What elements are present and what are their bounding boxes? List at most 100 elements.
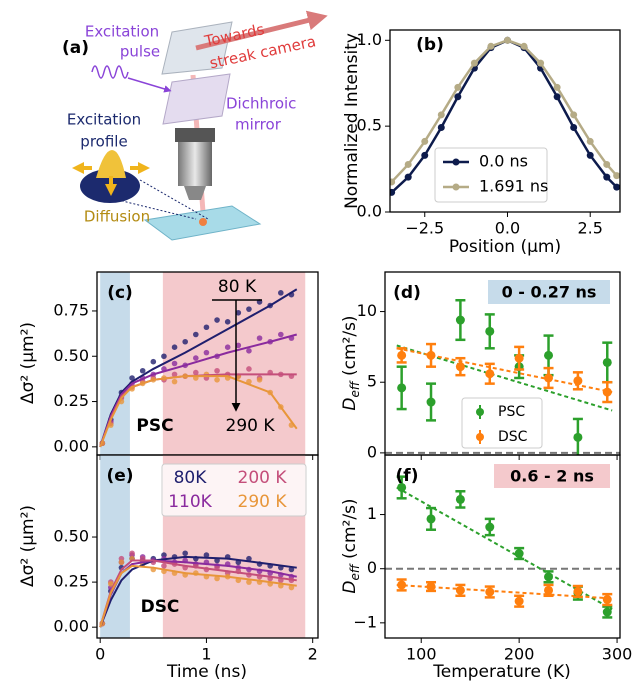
point xyxy=(570,124,578,132)
plot-area xyxy=(385,299,620,455)
y-tick-label: 0.75 xyxy=(53,300,89,319)
schematic: (a) Excitation pulse Towards streak came… xyxy=(62,10,328,241)
point xyxy=(171,378,178,385)
annotation: 290 K xyxy=(226,416,276,436)
point xyxy=(397,580,407,590)
point xyxy=(129,550,135,557)
panel-label: (e) xyxy=(106,466,133,486)
point xyxy=(256,335,263,341)
point xyxy=(246,306,252,312)
point xyxy=(161,353,167,360)
point xyxy=(603,160,611,168)
point xyxy=(193,355,199,361)
x-tick-label: 2.5 xyxy=(577,219,602,238)
point xyxy=(613,172,620,180)
point xyxy=(602,595,612,605)
point xyxy=(397,350,407,360)
point xyxy=(485,326,495,336)
annotation: Dichhroic xyxy=(226,95,296,113)
panel: 0.00 0.25 0.50 0.75 (c) Δσ² (µm²) 80 K 290 K PSC xyxy=(18,271,319,460)
plot-area xyxy=(385,475,620,619)
point xyxy=(397,383,407,393)
point xyxy=(520,42,528,50)
point xyxy=(256,377,263,383)
panel: 0 5 10 (d) Deff (cm²/s) 0 - 0.27 ns PSC DSC xyxy=(340,271,621,461)
legend-label: DSC xyxy=(498,429,528,445)
point xyxy=(171,344,178,350)
point xyxy=(203,349,210,356)
y-tick-label: 0.0 xyxy=(357,202,382,221)
legend-label: 200 K xyxy=(238,468,288,488)
point xyxy=(454,83,462,91)
point xyxy=(602,607,612,617)
point xyxy=(570,111,578,119)
point xyxy=(573,586,583,596)
point xyxy=(602,357,612,367)
point xyxy=(514,596,524,606)
point xyxy=(613,183,620,191)
point xyxy=(603,173,611,181)
annotation: 80 K xyxy=(218,277,257,297)
point xyxy=(485,587,495,597)
plot-area xyxy=(99,272,306,455)
point xyxy=(203,324,210,331)
point xyxy=(514,353,524,363)
annotation: PSC xyxy=(136,416,173,436)
point xyxy=(573,376,583,386)
legend-label: 0.0 ns xyxy=(479,152,528,171)
point xyxy=(246,348,252,354)
pulse-wave xyxy=(91,65,129,79)
point xyxy=(544,350,554,360)
annotation: Diffusion xyxy=(84,208,150,226)
profile-peak xyxy=(96,150,126,178)
point xyxy=(426,397,436,407)
point xyxy=(278,290,284,296)
x-tick-label: 200 xyxy=(504,645,535,664)
y-tick-label: 0.50 xyxy=(53,346,89,365)
objective-tip xyxy=(184,186,206,200)
point xyxy=(503,36,511,44)
pulse-arrow xyxy=(127,77,172,93)
x-axis-label: Position (µm) xyxy=(449,237,561,257)
arrow-annotation xyxy=(212,299,262,412)
point xyxy=(224,319,231,325)
objective-cap xyxy=(175,128,215,142)
dichroic-shape xyxy=(162,73,231,125)
label-symbol: D xyxy=(340,397,360,410)
label-unit: (cm²/s) xyxy=(340,315,360,381)
range-label: 0.6 - 2 ns xyxy=(510,467,594,486)
point xyxy=(455,362,465,372)
axes-frame xyxy=(384,454,621,639)
point xyxy=(426,582,436,592)
point xyxy=(426,514,436,524)
panel-label: (b) xyxy=(416,35,444,55)
legend-label: 290 K xyxy=(238,492,288,512)
fit-line xyxy=(99,564,297,628)
legend-marker xyxy=(452,158,460,166)
point xyxy=(455,494,465,504)
point xyxy=(203,552,210,558)
point xyxy=(214,575,220,582)
annotation: Excitation xyxy=(85,23,159,41)
point xyxy=(514,549,524,559)
point xyxy=(118,559,125,566)
point xyxy=(421,137,429,145)
x-tick-label: 1 xyxy=(201,645,211,664)
x-tick-label: 0 xyxy=(95,645,105,664)
point xyxy=(214,317,220,323)
point xyxy=(390,188,396,196)
x-tick-label: 2 xyxy=(308,645,318,664)
label-symbol: D xyxy=(340,580,360,593)
point xyxy=(139,367,146,374)
point xyxy=(390,178,396,186)
panel: −2.5 0.0 2.5 0.0 0.5 1.0 (b) Position (µm) Norma… xyxy=(342,29,621,257)
point xyxy=(214,367,220,374)
y-tick-label: 5 xyxy=(367,372,377,391)
point xyxy=(161,563,167,569)
annotation: DSC xyxy=(141,597,180,617)
panel: 0 1 2 0.00 0.25 0.50 (e) Time (ns) Δσ² (µm²) DSC 8… xyxy=(18,454,319,682)
guide xyxy=(109,197,197,220)
label-subscript: eff xyxy=(348,380,362,397)
point xyxy=(586,151,594,159)
x-tick-label: −2.5 xyxy=(405,219,444,238)
